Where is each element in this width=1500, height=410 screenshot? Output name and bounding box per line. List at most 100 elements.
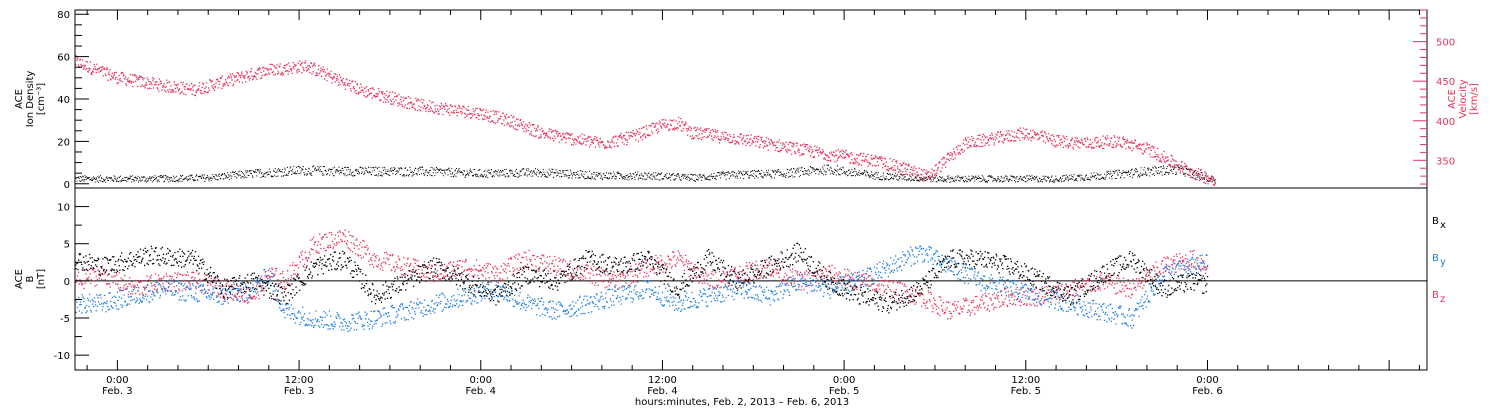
bz-point [146, 275, 148, 277]
velocity-point [778, 150, 780, 153]
velocity-point [1143, 143, 1145, 145]
density-point [216, 175, 218, 177]
velocity-point [261, 77, 263, 79]
density-point [720, 171, 722, 173]
density-point [542, 169, 544, 171]
bz-point [341, 240, 343, 242]
density-point [214, 178, 216, 180]
bz-point [293, 273, 295, 275]
bz-point [302, 265, 304, 267]
velocity-point [887, 170, 890, 172]
velocity-point [90, 73, 92, 75]
density-point [255, 169, 257, 171]
density-point [238, 174, 240, 176]
density-point [717, 172, 719, 174]
density-point [778, 174, 780, 176]
density-point [1211, 179, 1213, 181]
density-point [161, 176, 163, 178]
bz-point [151, 285, 153, 287]
density-point [895, 175, 897, 177]
velocity-point [1118, 136, 1121, 139]
velocity-point [771, 141, 773, 143]
density-point [867, 172, 869, 174]
bz-point [244, 300, 246, 302]
velocity-point [96, 63, 98, 65]
density-point [587, 176, 589, 178]
velocity-point [174, 84, 176, 86]
velocity-point [836, 160, 838, 162]
density-point [418, 173, 420, 175]
density-point [1067, 177, 1069, 179]
velocity-point [604, 146, 606, 148]
velocity-point [446, 105, 448, 107]
density-point [470, 170, 472, 172]
bz-point [391, 255, 393, 257]
density-point [152, 180, 154, 182]
velocity-point [1107, 137, 1109, 139]
velocity-point [923, 168, 925, 171]
velocity-point [778, 139, 780, 141]
density-point [621, 177, 623, 178]
density-point [383, 166, 385, 168]
density-point [1041, 179, 1043, 180]
velocity-point [372, 95, 375, 97]
density-point [1062, 175, 1064, 177]
velocity-point [399, 99, 402, 101]
velocity-point [127, 77, 129, 79]
density-point [476, 174, 478, 175]
velocity-point [519, 125, 521, 127]
velocity-point [107, 79, 109, 81]
velocity-point [577, 136, 579, 138]
density-point [758, 170, 760, 172]
density-point [537, 176, 539, 178]
velocity-point [989, 137, 991, 140]
density-point [1000, 175, 1002, 177]
bz-point [426, 276, 428, 278]
velocity-point [493, 121, 495, 124]
density-point [674, 178, 676, 180]
velocity-point [750, 138, 752, 140]
bz-point [298, 255, 300, 257]
density-point [430, 169, 431, 171]
bz-point [304, 251, 306, 253]
density-point [818, 173, 820, 175]
velocity-point [651, 130, 653, 133]
bz-point [359, 244, 361, 246]
velocity-point [542, 133, 545, 135]
density-point [723, 173, 725, 175]
density-point [243, 173, 244, 175]
velocity-point [554, 135, 556, 137]
density-point [960, 178, 962, 180]
velocity-point [594, 146, 597, 148]
density-point [335, 172, 337, 174]
density-point [398, 167, 400, 169]
density-point [752, 175, 754, 177]
density-point [450, 176, 452, 177]
velocity-point [724, 138, 726, 140]
density-point [501, 171, 502, 173]
velocity-point [746, 142, 749, 144]
velocity-point [303, 70, 305, 72]
density-point [305, 169, 307, 170]
density-point [571, 177, 573, 179]
velocity-point [115, 76, 117, 78]
velocity-point [905, 163, 908, 166]
density-point [837, 169, 839, 171]
velocity-point [401, 104, 403, 106]
density-point [344, 173, 346, 175]
bz-point [102, 273, 104, 276]
velocity-point [770, 139, 773, 141]
velocity-point [204, 87, 206, 89]
velocity-point [923, 177, 926, 180]
density-point [162, 177, 164, 179]
bz-point [453, 268, 455, 270]
bz-point [176, 274, 178, 276]
bz-point [154, 283, 156, 286]
density-point [467, 173, 469, 175]
velocity-point [462, 105, 465, 107]
density-point [509, 171, 511, 173]
velocity-point [344, 82, 346, 84]
velocity-point [195, 91, 197, 93]
velocity-point [469, 117, 472, 119]
velocity-point [117, 82, 120, 84]
